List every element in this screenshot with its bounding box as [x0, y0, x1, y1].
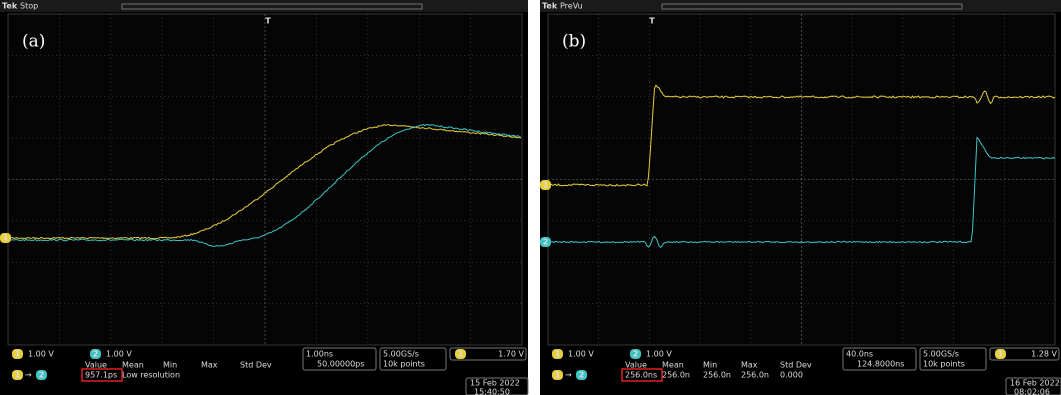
timebase: 1.00ns [306, 350, 333, 359]
measure-header: Mean [662, 361, 684, 370]
screenshot: TekStopT(a)111.00 V21.00 VValueMeanMinMa… [0, 0, 1061, 395]
top-bar [0, 0, 528, 12]
measure-value: 256.0ns [625, 371, 657, 380]
trigger-position: 124.8000ns [857, 360, 904, 369]
ch1-scale: 1.00 V [568, 350, 594, 359]
sample-rate: 5.00GS/s [383, 350, 419, 359]
channel-number: 1 [15, 350, 21, 359]
trigger-marker: T [265, 17, 271, 26]
ch1-scale: 1.00 V [28, 350, 54, 359]
measure-header: Min [163, 361, 177, 370]
channel-number: 1 [3, 234, 9, 243]
acq-status: Stop [20, 2, 38, 11]
record-length: 10k points [923, 360, 965, 369]
channel-number: 2 [39, 371, 45, 380]
trigger-position: 50.00000ps [317, 360, 364, 369]
channel-number: 1 [998, 350, 1004, 359]
channel-number: 2 [543, 238, 549, 247]
measure-value: 957.1ps [85, 371, 117, 380]
ch2-scale: 1.00 V [646, 350, 672, 359]
measure-header: Value [85, 361, 107, 370]
brand: Tek [2, 2, 18, 11]
measure-header: Min [703, 361, 717, 370]
channel-number: 1 [458, 350, 464, 359]
measure-header: Std Dev [780, 361, 812, 370]
acq-status: PreVu [560, 2, 583, 11]
measure-value: 256.0n [741, 371, 769, 380]
panel-label: (a) [22, 32, 45, 52]
time: 15:40:50 [474, 388, 510, 395]
channel-number: 2 [579, 371, 585, 380]
top-bar [540, 0, 1061, 12]
measure-value: 256.0n [662, 371, 690, 380]
sample-rate: 5.00GS/s [923, 350, 959, 359]
measure-header: Value [625, 361, 647, 370]
arrow: → [25, 371, 32, 380]
trigger-level: 1.28 V [1031, 350, 1057, 359]
brand: Tek [542, 2, 558, 11]
arrow: → [565, 371, 572, 380]
measure-header: Mean [122, 361, 144, 370]
measure-header: Max [741, 361, 758, 370]
date: 15 Feb 2022 [470, 379, 520, 388]
measure-value: Low resolution [122, 371, 180, 380]
channel-number: 1 [555, 371, 561, 380]
channel-number: 1 [543, 181, 549, 190]
panel-label: (b) [562, 32, 586, 52]
date: 16 Feb 2022 [1010, 379, 1060, 388]
measure-value: 0.000 [780, 371, 803, 380]
trigger-marker: T [649, 17, 655, 26]
channel-number: 2 [633, 350, 639, 359]
record-length: 10k points [383, 360, 425, 369]
timebase: 40.0ns [846, 350, 873, 359]
measure-header: Std Dev [240, 361, 272, 370]
channel-number: 1 [555, 350, 561, 359]
channel-number: 1 [15, 371, 21, 380]
time: 08:02:06 [1014, 388, 1050, 395]
ch2-scale: 1.00 V [106, 350, 132, 359]
measure-value: 256.0n [703, 371, 731, 380]
channel-number: 2 [93, 350, 99, 359]
measure-header: Max [201, 361, 218, 370]
trigger-level: 1.70 V [498, 350, 524, 359]
